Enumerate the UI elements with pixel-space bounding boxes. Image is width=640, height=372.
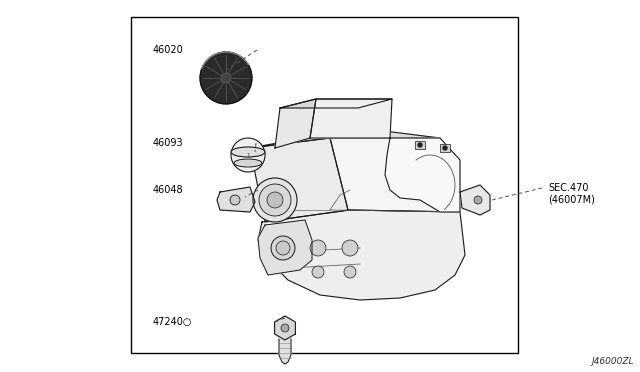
Polygon shape [330,138,460,212]
Circle shape [230,195,240,205]
Circle shape [253,178,297,222]
Polygon shape [275,316,296,340]
Polygon shape [250,128,440,148]
Bar [440,144,450,152]
Circle shape [200,52,252,104]
Polygon shape [275,99,316,148]
Circle shape [474,196,482,204]
Text: 1: 1 [246,153,250,157]
Polygon shape [279,339,291,364]
Polygon shape [385,138,460,212]
Circle shape [276,241,290,255]
Text: 46048: 46048 [153,185,184,195]
Circle shape [231,138,265,172]
Polygon shape [250,138,348,222]
Polygon shape [258,220,312,275]
Circle shape [312,266,324,278]
Text: J46000ZL: J46000ZL [591,357,634,366]
Circle shape [221,73,231,83]
Text: SEC.470
(46007M): SEC.470 (46007M) [548,183,595,205]
Polygon shape [310,99,392,138]
Ellipse shape [231,147,265,157]
Text: 46020: 46020 [153,45,184,55]
Circle shape [443,146,447,150]
Bar [131,17,518,353]
Text: 46093: 46093 [153,138,184,148]
Circle shape [344,266,356,278]
Circle shape [267,192,283,208]
Polygon shape [217,187,255,212]
Circle shape [418,143,422,147]
Circle shape [281,324,289,332]
Circle shape [342,240,358,256]
Circle shape [259,184,291,216]
Bar [415,141,425,149]
Text: 47240○: 47240○ [153,317,193,327]
Polygon shape [280,99,392,108]
Ellipse shape [234,159,262,167]
Circle shape [310,240,326,256]
Polygon shape [258,210,465,300]
Polygon shape [460,185,490,215]
Circle shape [271,236,295,260]
